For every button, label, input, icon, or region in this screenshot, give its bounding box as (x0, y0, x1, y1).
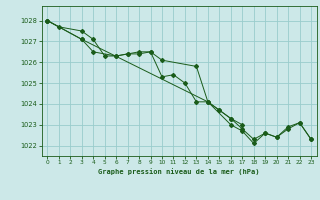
X-axis label: Graphe pression niveau de la mer (hPa): Graphe pression niveau de la mer (hPa) (99, 168, 260, 175)
